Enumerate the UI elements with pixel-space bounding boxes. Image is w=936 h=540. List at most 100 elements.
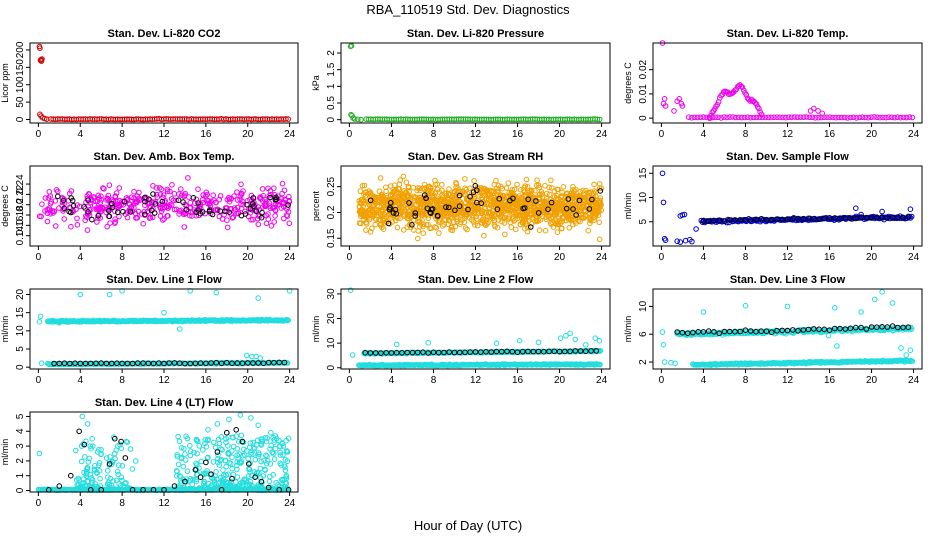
x-tick-label: 20 bbox=[866, 129, 878, 140]
data-point bbox=[52, 198, 59, 204]
data-point bbox=[226, 196, 233, 202]
y-axis-label: percent bbox=[311, 190, 321, 221]
data-point bbox=[467, 202, 473, 208]
data-point bbox=[147, 203, 154, 210]
data-point bbox=[703, 114, 710, 121]
data-point bbox=[106, 291, 113, 298]
data-point bbox=[572, 201, 579, 208]
data-point bbox=[565, 216, 572, 223]
x-tick-label: 0 bbox=[36, 375, 42, 386]
data-point bbox=[475, 210, 482, 216]
panel-title: Stan. Dev. Li-820 Pressure bbox=[407, 28, 544, 40]
data-point bbox=[151, 210, 158, 216]
data-point bbox=[679, 103, 686, 109]
data-point bbox=[105, 467, 111, 474]
data-point bbox=[853, 205, 859, 211]
data-point bbox=[546, 191, 553, 198]
x-tick-label: 12 bbox=[158, 252, 170, 263]
data-point bbox=[571, 188, 578, 194]
data-point bbox=[446, 204, 452, 211]
data-point bbox=[432, 213, 438, 219]
data-point bbox=[517, 187, 524, 193]
data-point bbox=[558, 220, 564, 226]
data-point bbox=[259, 186, 266, 192]
data-point bbox=[213, 199, 219, 206]
data-point bbox=[106, 182, 113, 188]
data-point bbox=[39, 201, 45, 207]
data-point bbox=[173, 197, 179, 204]
x-tick-label: 24 bbox=[596, 375, 608, 386]
x-tick-label: 12 bbox=[782, 129, 794, 140]
data-point bbox=[859, 114, 866, 120]
data-point bbox=[98, 193, 104, 199]
panel-title: Stan. Dev. Li-820 Temp. bbox=[727, 28, 849, 40]
data-point bbox=[591, 188, 598, 194]
y-tick-label: 0.2 bbox=[326, 205, 337, 219]
x-tick-label: 24 bbox=[284, 129, 296, 140]
data-point bbox=[244, 198, 251, 204]
x-tick-label: 8 bbox=[119, 252, 125, 263]
data-point bbox=[797, 114, 804, 120]
data-point bbox=[485, 200, 491, 207]
data-point bbox=[69, 197, 76, 204]
y-tick-label: 6 bbox=[638, 331, 649, 337]
data-point bbox=[759, 114, 766, 121]
y-axis-label: ml/min bbox=[623, 316, 633, 343]
data-point bbox=[868, 114, 874, 121]
y-axis-label: ml/min bbox=[623, 193, 633, 220]
x-tick-label: 8 bbox=[431, 252, 437, 263]
x-tick-label: 20 bbox=[242, 129, 254, 140]
data-point bbox=[140, 220, 146, 227]
data-point bbox=[47, 211, 54, 217]
y-tick-label: 10 bbox=[326, 337, 337, 349]
data-point bbox=[153, 185, 160, 191]
data-point bbox=[478, 200, 485, 206]
data-point bbox=[472, 183, 479, 189]
data-point bbox=[900, 114, 907, 121]
y-tick-label: 0.24 bbox=[15, 174, 26, 194]
data-point bbox=[363, 192, 369, 199]
data-point bbox=[36, 318, 43, 325]
y-tick-label: 2 bbox=[638, 359, 649, 365]
data-point bbox=[160, 217, 166, 223]
y-tick-label: 0.22 bbox=[15, 184, 26, 204]
data-point bbox=[546, 184, 552, 191]
data-point bbox=[771, 114, 777, 121]
data-point bbox=[774, 114, 780, 120]
data-point bbox=[385, 220, 392, 227]
data-point bbox=[693, 226, 699, 232]
data-point bbox=[803, 114, 810, 120]
data-point bbox=[367, 197, 374, 204]
x-tick-label: 16 bbox=[200, 375, 212, 386]
data-point bbox=[207, 207, 213, 213]
data-point bbox=[493, 340, 500, 347]
data-point bbox=[283, 116, 289, 122]
data-point bbox=[85, 209, 91, 215]
data-point bbox=[195, 186, 201, 192]
data-point bbox=[906, 114, 913, 120]
panel-title: Stan. Dev. Gas Stream RH bbox=[408, 151, 544, 163]
data-point bbox=[183, 206, 190, 213]
data-point bbox=[158, 186, 165, 192]
data-point bbox=[284, 213, 291, 219]
data-point bbox=[383, 188, 389, 195]
data-point bbox=[596, 116, 603, 123]
data-point bbox=[747, 114, 754, 121]
data-point bbox=[468, 217, 475, 223]
data-point bbox=[376, 188, 383, 195]
data-point bbox=[583, 342, 589, 348]
data-point bbox=[659, 329, 666, 335]
data-point bbox=[39, 56, 45, 62]
data-point bbox=[106, 208, 112, 214]
data-point bbox=[554, 193, 560, 199]
data-point bbox=[388, 196, 395, 202]
data-point bbox=[361, 182, 368, 189]
data-points bbox=[659, 289, 916, 369]
panel-title: Stan. Dev. Line 4 (LT) Flow bbox=[95, 397, 234, 409]
data-point bbox=[879, 208, 885, 215]
data-point bbox=[439, 181, 445, 188]
data-point bbox=[377, 175, 384, 181]
data-point bbox=[161, 309, 167, 316]
data-point bbox=[68, 223, 74, 230]
